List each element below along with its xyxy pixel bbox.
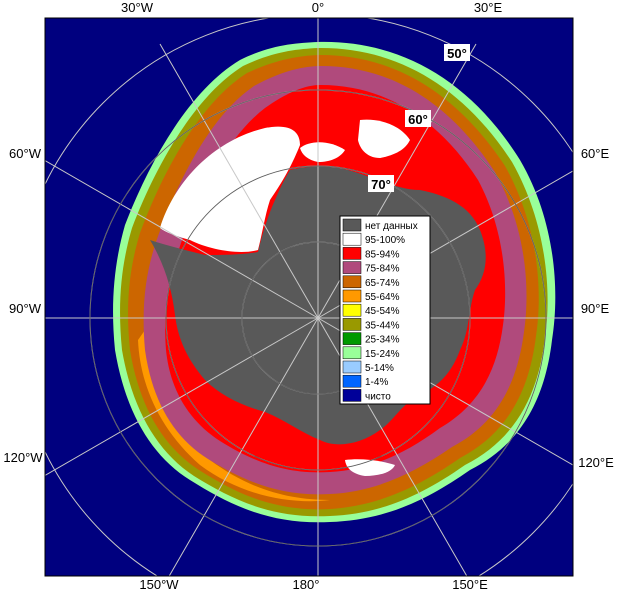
legend-swatch xyxy=(342,232,362,246)
legend-swatch xyxy=(342,374,362,388)
ice-band-95-100 xyxy=(300,142,345,162)
legend-label: 25-34% xyxy=(365,335,400,346)
lon-label-right-1: 60°E xyxy=(581,146,610,161)
lon-label-top-3: 30°E xyxy=(474,0,503,15)
lat-label-70: 70° xyxy=(371,177,391,192)
lon-label-bottom-1: 150°W xyxy=(139,577,179,592)
legend-label: 65-74% xyxy=(365,278,400,289)
legend-label: 35-44% xyxy=(365,320,400,331)
ice-band-95-100 xyxy=(345,459,395,476)
map-frame xyxy=(44,17,574,577)
lon-label-right-3: 120°E xyxy=(578,455,614,470)
legend-label: чисто xyxy=(365,391,391,402)
lon-label-top-2: 0° xyxy=(312,0,324,15)
legend-label: 15-24% xyxy=(365,349,400,360)
legend: нет данных 95-100% 85-94% 75-84% 65-74% 55-64… xyxy=(339,215,431,405)
legend-swatch xyxy=(342,218,362,232)
legend-swatch xyxy=(342,346,362,360)
legend-items: нет данных 95-100% 85-94% 75-84% 65-74% 55-64… xyxy=(342,218,418,402)
legend-swatch xyxy=(342,332,362,345)
ice-band-95-100 xyxy=(160,126,300,252)
legend-label: 55-64% xyxy=(365,292,400,303)
legend-label: 75-84% xyxy=(365,264,400,275)
latitude-labels: 50° 60° 70° xyxy=(368,44,470,192)
legend-label: 5-14% xyxy=(365,363,394,374)
lat-label-50: 50° xyxy=(447,46,467,61)
lon-label-left-3: 120°W xyxy=(3,450,43,465)
lon-label-left-1: 60°W xyxy=(9,146,42,161)
lat-label-60: 60° xyxy=(408,112,428,127)
lat-badge-70: 70° xyxy=(368,175,394,192)
lon-label-top-1: 30°W xyxy=(121,0,154,15)
lat-badge-60: 60° xyxy=(405,110,431,127)
ice-band-95-100 xyxy=(358,119,410,158)
lon-label-bottom-2: 180° xyxy=(293,577,320,592)
legend-swatch xyxy=(342,275,362,289)
legend-label: 1-4% xyxy=(365,377,388,388)
legend-swatch xyxy=(342,261,362,274)
lon-label-right-2: 90°E xyxy=(581,301,610,316)
legend-swatch xyxy=(342,318,362,331)
legend-label: 95-100% xyxy=(365,235,405,246)
legend-swatch xyxy=(342,389,362,402)
lat-badge-50: 50° xyxy=(444,44,470,61)
legend-swatch xyxy=(342,289,362,303)
lon-label-left-2: 90°W xyxy=(9,301,42,316)
legend-label: 45-54% xyxy=(365,306,400,317)
legend-swatch xyxy=(342,247,362,260)
legend-swatch xyxy=(342,360,362,374)
legend-label: нет данных xyxy=(365,221,418,232)
longitude-labels: 30°W 0° 30°E 60°W 90°W 120°W 60°E 90°E 1… xyxy=(3,0,614,592)
legend-label: 85-94% xyxy=(365,249,400,260)
lon-label-bottom-3: 150°E xyxy=(452,577,488,592)
legend-swatch xyxy=(342,303,362,317)
graticule-inner xyxy=(89,89,547,547)
